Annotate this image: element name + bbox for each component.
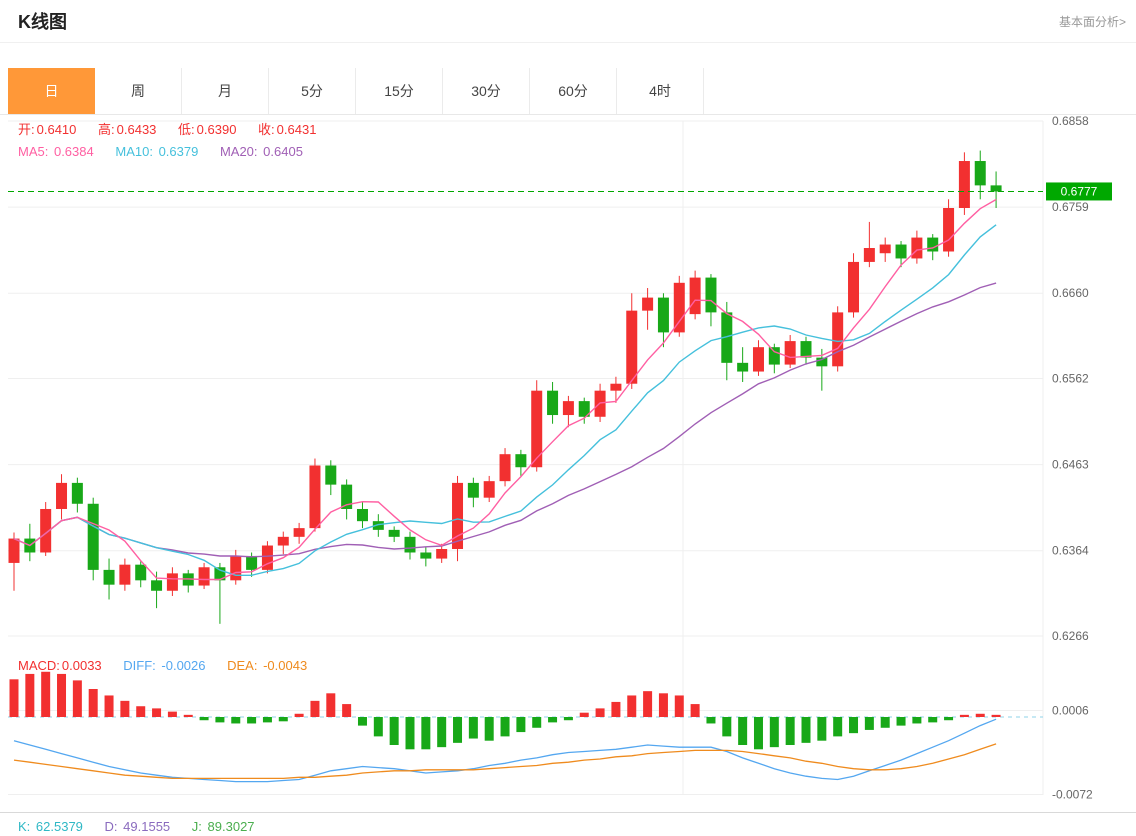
diff-value: -0.0026 — [161, 658, 206, 673]
open-value: 0.6410 — [36, 122, 77, 137]
ma20-label: MA20: — [219, 144, 258, 159]
chart-area: 0.6858 0.6759 0.6660 0.6562 0.6463 0.6364 0.62… — [0, 115, 1136, 836]
low-label: 低: — [178, 122, 195, 137]
svg-text:0.6777: 0.6777 — [1061, 184, 1098, 198]
header: K线图 基本面分析> — [0, 0, 1136, 43]
kline-chart[interactable]: 0.6858 0.6759 0.6660 0.6562 0.6463 0.6364 0.62… — [0, 115, 1136, 836]
ma10-label: MA10: — [115, 144, 153, 159]
dea-value: -0.0043 — [263, 658, 308, 673]
tab-4hour[interactable]: 4时 — [617, 68, 704, 114]
close-value: 0.6431 — [276, 122, 317, 137]
d-value: 49.1555 — [123, 819, 171, 834]
svg-text:-0.0072: -0.0072 — [1052, 788, 1093, 802]
dea-label: DEA: — [227, 658, 258, 673]
k-label: K: — [18, 819, 31, 834]
macd-value: 0.0033 — [61, 658, 102, 673]
tab-day[interactable]: 日 — [8, 68, 95, 114]
ma5-label: MA5: — [18, 144, 49, 159]
ohlc-legend: 开: 0.6410 高: 0.6433 低: 0.6390 收: 0.6431 — [18, 119, 334, 138]
svg-text:0.6759: 0.6759 — [1052, 200, 1089, 214]
svg-text:0.0006: 0.0006 — [1052, 704, 1089, 718]
open-label: 开: — [18, 122, 35, 137]
k-value: 62.5379 — [35, 819, 83, 834]
timeframe-tabs: 日 周 月 5分 15分 30分 60分 4时 — [0, 68, 1136, 115]
tab-60min[interactable]: 60分 — [530, 68, 617, 114]
low-value: 0.6390 — [196, 122, 237, 137]
diff-label: DIFF: — [123, 658, 156, 673]
ma10-value: 0.6379 — [158, 144, 199, 159]
kdj-legend: K: 62.5379 D: 49.1555 J: 89.3027 — [18, 819, 273, 834]
tab-5min[interactable]: 5分 — [269, 68, 356, 114]
tab-week[interactable]: 周 — [95, 68, 182, 114]
ma-legend: MA5: 0.6384 MA10: 0.6379 MA20: 0.6405 — [18, 144, 321, 159]
tab-30min[interactable]: 30分 — [443, 68, 530, 114]
high-label: 高: — [98, 122, 115, 137]
high-value: 0.6433 — [116, 122, 157, 137]
tab-15min[interactable]: 15分 — [356, 68, 443, 114]
fundamental-analysis-link[interactable]: 基本面分析> — [1058, 14, 1126, 29]
ma20-value: 0.6405 — [263, 144, 303, 159]
macd-legend: MACD: 0.0033 DIFF: -0.0026 DEA: -0.0043 — [18, 658, 325, 673]
svg-text:0.6266: 0.6266 — [1052, 629, 1089, 643]
svg-text:0.6660: 0.6660 — [1052, 286, 1089, 300]
j-value: 89.3027 — [207, 819, 255, 834]
kdj-panel-divider — [0, 812, 1136, 813]
tab-month[interactable]: 月 — [182, 68, 269, 114]
svg-text:0.6562: 0.6562 — [1052, 372, 1089, 386]
macd-label: MACD: — [18, 658, 60, 673]
ma5-value: 0.6384 — [53, 144, 94, 159]
j-label: J: — [191, 819, 202, 834]
svg-text:0.6463: 0.6463 — [1052, 458, 1089, 472]
svg-text:0.6364: 0.6364 — [1052, 544, 1089, 558]
d-label: D: — [104, 819, 118, 834]
svg-text:0.6858: 0.6858 — [1052, 115, 1089, 128]
close-label: 收: — [258, 122, 275, 137]
page-title: K线图 — [18, 12, 67, 32]
